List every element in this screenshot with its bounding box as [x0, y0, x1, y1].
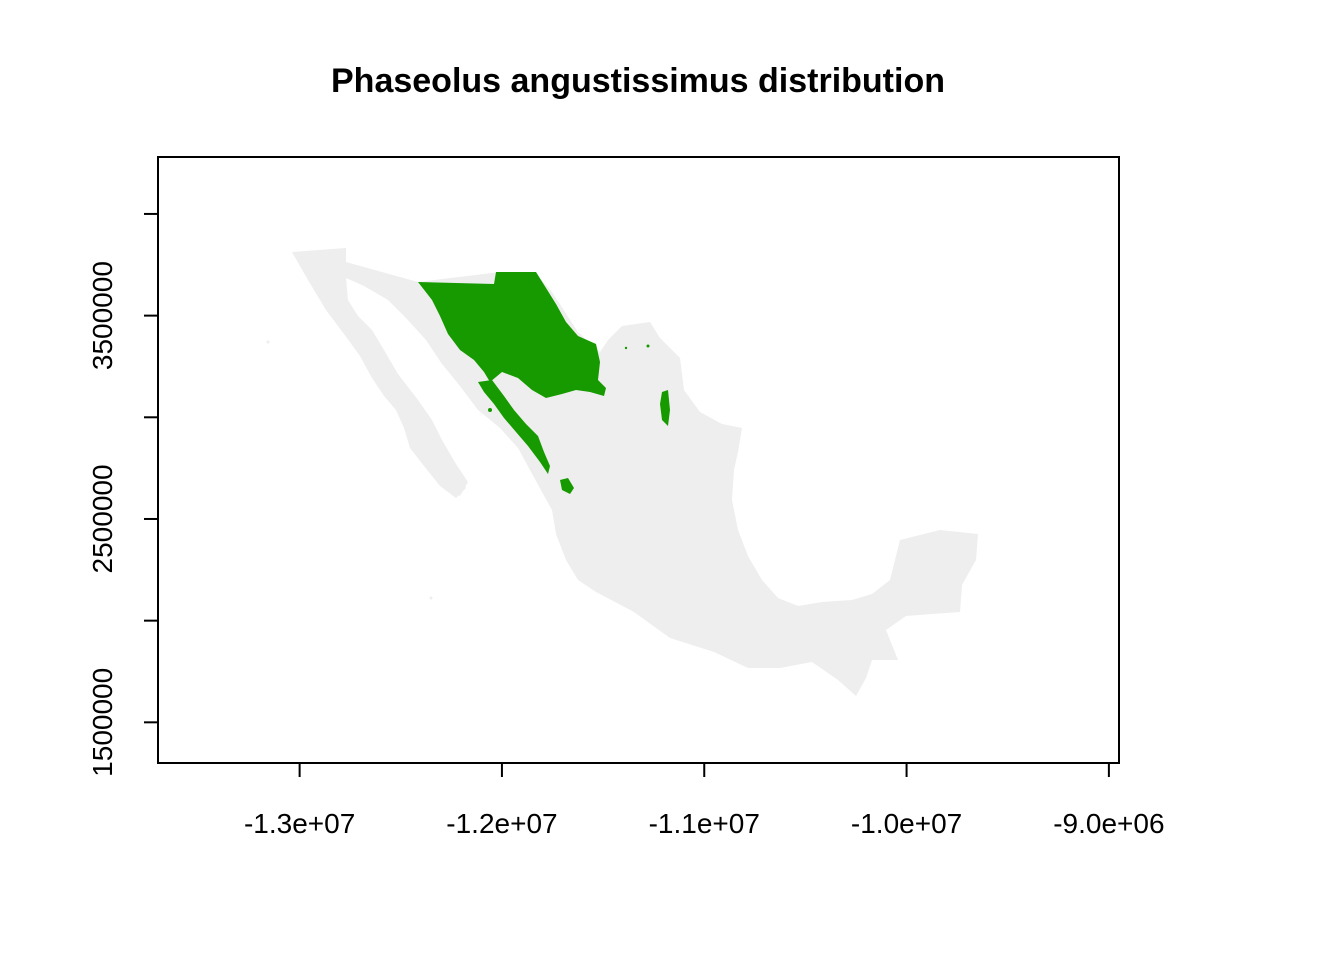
x-tick-label: -1.3e+07 — [244, 808, 355, 839]
distribution-speck-west-2 — [488, 408, 492, 412]
distribution-main-area — [418, 272, 606, 398]
distribution-speck-east — [646, 344, 650, 348]
island-guadalupe — [266, 340, 270, 344]
chart-title: Phaseolus angustissimus distribution — [331, 62, 945, 100]
distribution-sierra-strip — [478, 380, 550, 474]
distribution-speck-east-2 — [624, 346, 628, 350]
x-axis: -1.3e+07 -1.2e+07 -1.1e+07 -1.0e+07 -9.0e+06 — [244, 762, 1165, 839]
y-tick-label: 2500000 — [87, 464, 118, 573]
x-tick-label: -1.0e+07 — [851, 808, 962, 839]
x-tick-label: -1.1e+07 — [649, 808, 760, 839]
island-revillagigedo — [429, 596, 433, 600]
y-tick-label: 1500000 — [87, 668, 118, 777]
distribution-speck-west — [468, 346, 472, 350]
y-axis: 1500000 2500000 3500000 — [87, 212, 159, 777]
x-tick-label: -1.2e+07 — [446, 808, 557, 839]
x-tick-label: -9.0e+06 — [1053, 808, 1164, 839]
distribution-layer — [418, 272, 670, 494]
distribution-east-patch — [660, 390, 670, 426]
y-tick-label: 3500000 — [87, 261, 118, 370]
distribution-southern-patch — [560, 478, 574, 494]
land-layer — [266, 248, 978, 696]
mexico-mainland — [292, 248, 978, 696]
baja-peninsula — [292, 252, 466, 498]
